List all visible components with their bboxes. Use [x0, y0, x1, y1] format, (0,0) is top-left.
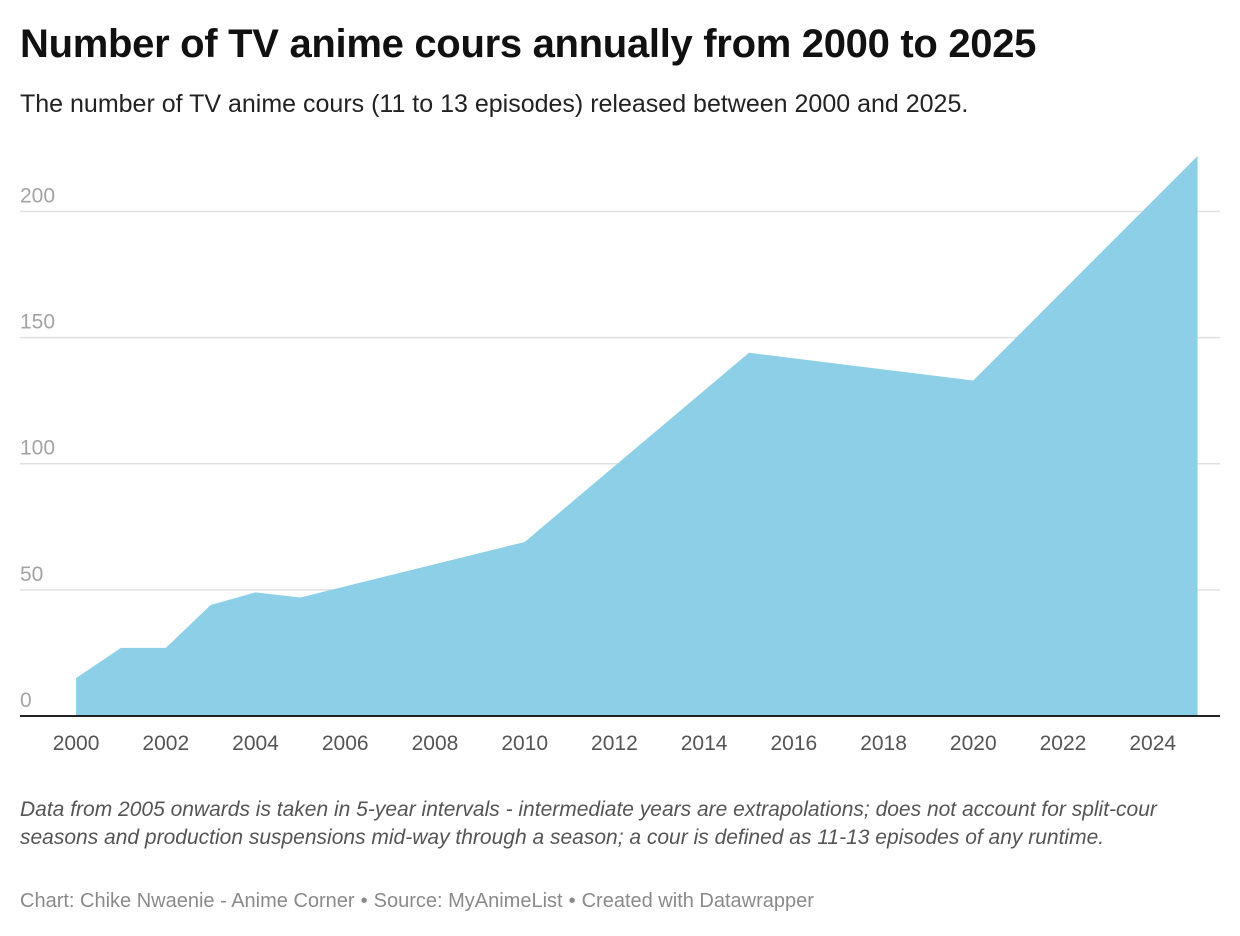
- y-tick-label-0: 0: [20, 689, 32, 712]
- x-tick-label-2012: 2012: [591, 732, 638, 755]
- x-axis-ticks: 2000 2002 2004 2006 2008 2010 2012 2014 2016 2018…: [53, 732, 1177, 755]
- y-axis-ticks: 0 50 100 150 200: [20, 184, 55, 712]
- y-tick-label-50: 50: [20, 563, 43, 586]
- chart-title: Number of TV anime cours annually from 2…: [20, 22, 1037, 66]
- chart-subtitle: The number of TV anime cours (11 to 13 e…: [20, 90, 969, 118]
- x-tick-label-2022: 2022: [1040, 732, 1087, 755]
- area-chart: 0 50 100 150 200 2000 2002 2004 2006 2008 2010 201…: [20, 156, 1220, 755]
- x-tick-label-2008: 2008: [412, 732, 459, 755]
- x-tick-label-2016: 2016: [770, 732, 817, 755]
- byline-separator: •: [360, 890, 368, 912]
- x-tick-label-2004: 2004: [232, 732, 279, 755]
- source-credit: Source: MyAnimeList: [373, 890, 563, 912]
- x-tick-label-2020: 2020: [950, 732, 997, 755]
- y-tick-label-100: 100: [20, 437, 55, 460]
- chart-byline: Chart: Chike Nwaenie - Anime Corner • Sour…: [20, 890, 814, 913]
- x-tick-label-2000: 2000: [53, 732, 100, 755]
- x-tick-label-2002: 2002: [142, 732, 189, 755]
- x-tick-label-2006: 2006: [322, 732, 369, 755]
- chart-credit: Chart: Chike Nwaenie - Anime Corner: [20, 890, 355, 912]
- area-fill: [76, 156, 1198, 716]
- x-tick-label-2010: 2010: [501, 732, 548, 755]
- chart-notes: Data from 2005 onwards is taken in 5-yea…: [20, 798, 1157, 849]
- x-tick-label-2024: 2024: [1129, 732, 1176, 755]
- byline-separator: •: [568, 890, 576, 912]
- created-with-credit: Created with Datawrapper: [581, 890, 814, 912]
- y-tick-label-200: 200: [20, 184, 55, 207]
- x-tick-label-2018: 2018: [860, 732, 907, 755]
- area-series: [76, 156, 1198, 716]
- x-tick-label-2014: 2014: [681, 732, 728, 755]
- y-tick-label-150: 150: [20, 311, 55, 334]
